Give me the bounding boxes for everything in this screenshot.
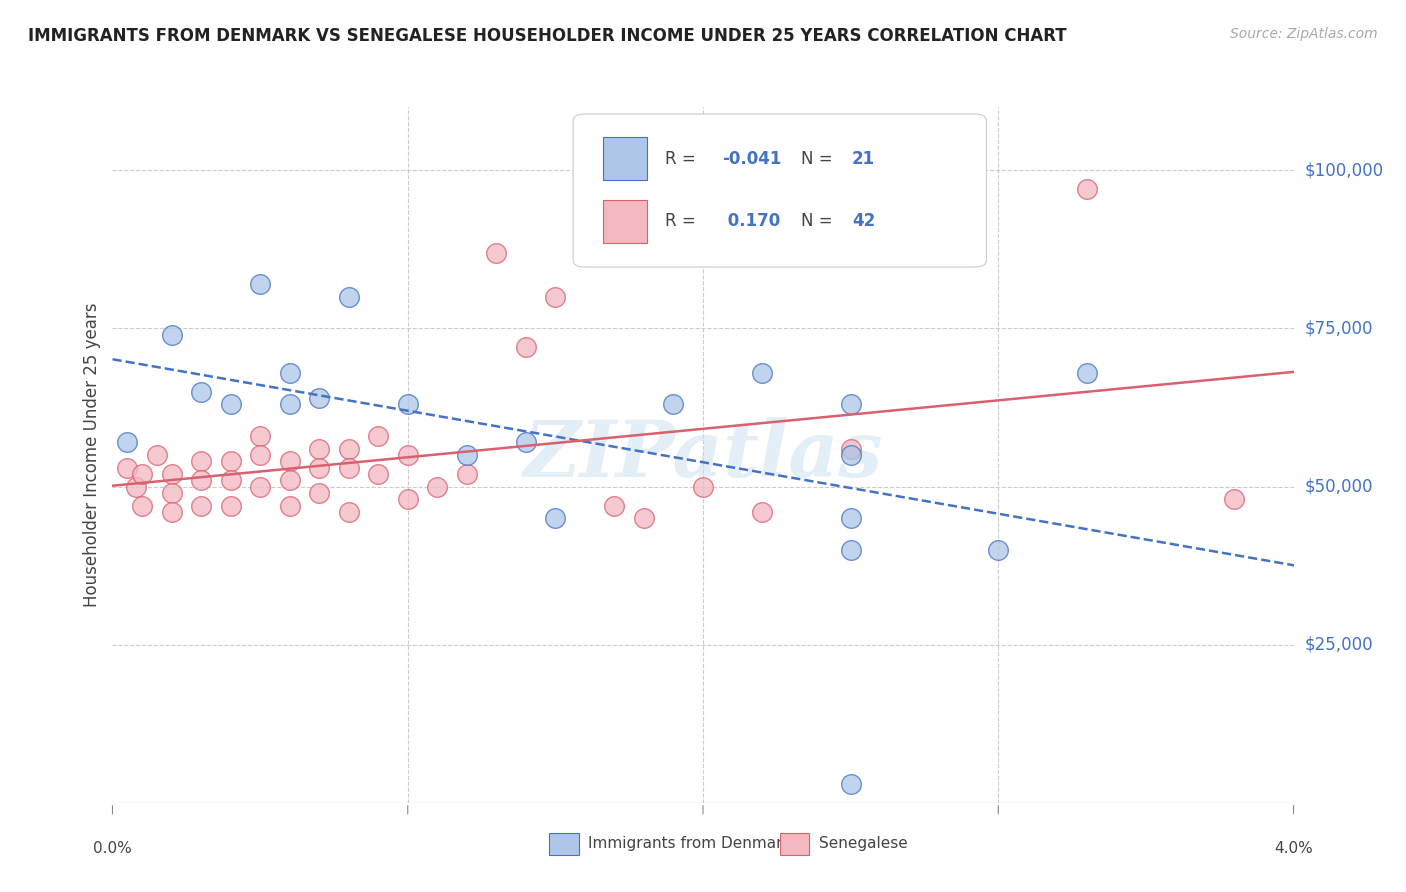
Point xyxy=(219,397,242,411)
Point xyxy=(396,397,419,411)
Point xyxy=(278,366,301,380)
Point xyxy=(367,467,389,481)
Point xyxy=(308,486,330,500)
Point xyxy=(839,777,862,791)
Point xyxy=(751,366,773,380)
Point xyxy=(219,499,242,513)
Point xyxy=(278,397,301,411)
Text: N =: N = xyxy=(801,212,838,230)
Point xyxy=(131,499,153,513)
Point xyxy=(249,479,271,493)
Point xyxy=(249,429,271,443)
Point xyxy=(426,479,449,493)
Point xyxy=(190,473,212,487)
Point xyxy=(117,435,138,450)
Point xyxy=(278,499,301,513)
Point xyxy=(125,479,148,493)
Point xyxy=(544,511,567,525)
Point xyxy=(515,340,537,354)
Point xyxy=(603,499,626,513)
Point xyxy=(337,290,360,304)
Point xyxy=(337,442,360,456)
Point xyxy=(662,397,685,411)
Text: 21: 21 xyxy=(852,150,875,168)
Text: 4.0%: 4.0% xyxy=(1274,841,1313,855)
Point xyxy=(839,542,862,557)
Point xyxy=(839,511,862,525)
Point xyxy=(337,505,360,519)
Point xyxy=(544,290,567,304)
Point xyxy=(456,448,478,462)
Text: -0.041: -0.041 xyxy=(721,150,782,168)
FancyBboxPatch shape xyxy=(780,833,810,855)
Text: R =: R = xyxy=(665,150,702,168)
Point xyxy=(249,277,271,292)
Point xyxy=(146,448,169,462)
Point xyxy=(219,473,242,487)
FancyBboxPatch shape xyxy=(574,114,987,267)
Text: 0.170: 0.170 xyxy=(721,212,780,230)
Point xyxy=(337,460,360,475)
Text: ZIPatlas: ZIPatlas xyxy=(523,417,883,493)
Text: $50,000: $50,000 xyxy=(1305,477,1374,496)
Text: $100,000: $100,000 xyxy=(1305,161,1384,179)
Point xyxy=(1076,182,1098,196)
Point xyxy=(987,542,1010,557)
Text: 0.0%: 0.0% xyxy=(93,841,132,855)
Point xyxy=(751,505,773,519)
Point xyxy=(692,479,714,493)
Point xyxy=(190,454,212,468)
Point xyxy=(308,460,330,475)
Point xyxy=(396,448,419,462)
Text: 42: 42 xyxy=(852,212,875,230)
Point xyxy=(485,245,508,260)
Text: N =: N = xyxy=(801,150,838,168)
Point xyxy=(160,486,183,500)
Point xyxy=(839,448,862,462)
Point xyxy=(190,384,212,399)
FancyBboxPatch shape xyxy=(603,200,648,243)
Point xyxy=(117,460,138,475)
Y-axis label: Householder Income Under 25 years: Householder Income Under 25 years xyxy=(83,302,101,607)
Point xyxy=(1076,366,1098,380)
Point xyxy=(249,448,271,462)
Text: R =: R = xyxy=(665,212,702,230)
Text: Senegalese: Senegalese xyxy=(818,837,907,851)
Point xyxy=(160,467,183,481)
Point xyxy=(219,454,242,468)
Point xyxy=(396,492,419,507)
Text: $25,000: $25,000 xyxy=(1305,636,1374,654)
Point xyxy=(515,435,537,450)
Point xyxy=(160,505,183,519)
Point xyxy=(308,391,330,405)
Point xyxy=(190,499,212,513)
Point xyxy=(278,473,301,487)
Point xyxy=(131,467,153,481)
Point xyxy=(839,442,862,456)
Text: Source: ZipAtlas.com: Source: ZipAtlas.com xyxy=(1230,27,1378,41)
Text: IMMIGRANTS FROM DENMARK VS SENEGALESE HOUSEHOLDER INCOME UNDER 25 YEARS CORRELAT: IMMIGRANTS FROM DENMARK VS SENEGALESE HO… xyxy=(28,27,1067,45)
FancyBboxPatch shape xyxy=(603,137,648,180)
Point xyxy=(308,442,330,456)
Point xyxy=(839,397,862,411)
Point xyxy=(367,429,389,443)
Point xyxy=(633,511,655,525)
Text: Immigrants from Denmark: Immigrants from Denmark xyxy=(589,837,792,851)
Point xyxy=(456,467,478,481)
Point xyxy=(1223,492,1246,507)
Point xyxy=(160,327,183,342)
Point xyxy=(278,454,301,468)
Text: $75,000: $75,000 xyxy=(1305,319,1374,337)
FancyBboxPatch shape xyxy=(550,833,579,855)
